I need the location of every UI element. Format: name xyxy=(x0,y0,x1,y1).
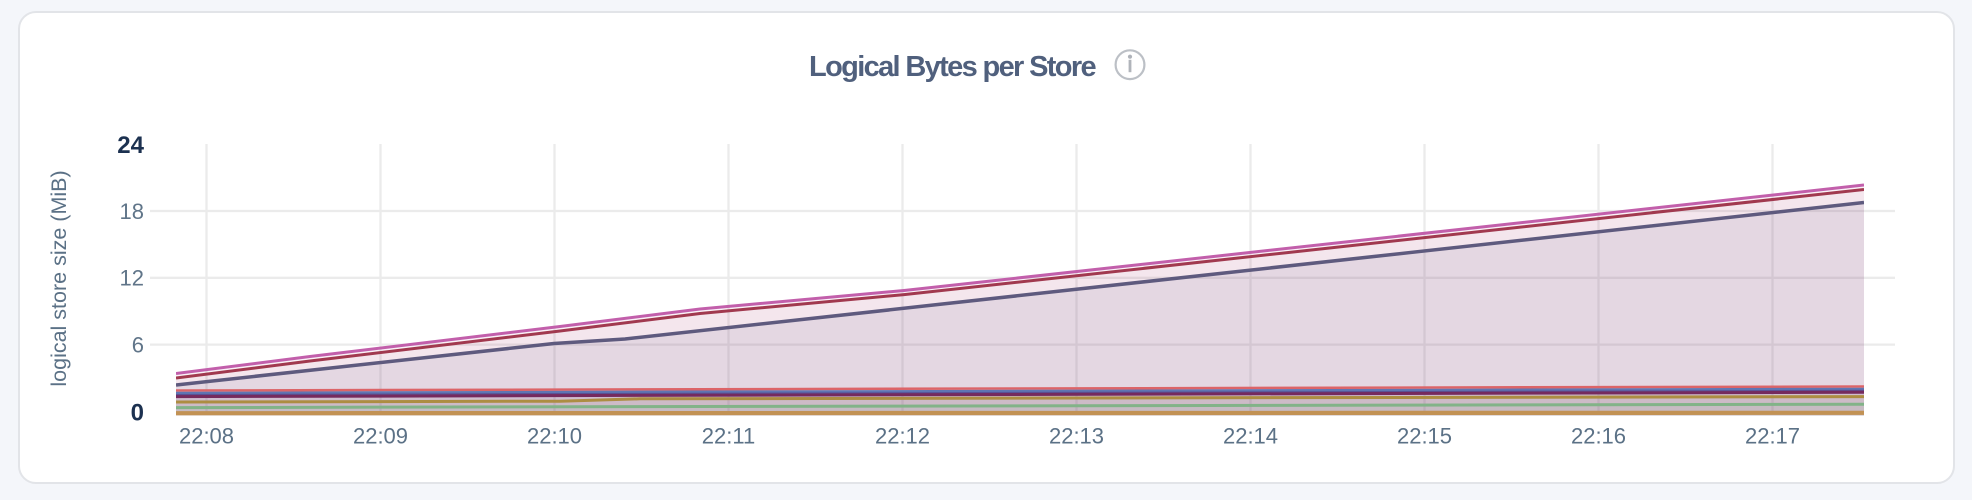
svg-text:0: 0 xyxy=(131,400,144,427)
svg-text:22:17: 22:17 xyxy=(1745,424,1800,449)
svg-text:18: 18 xyxy=(120,199,144,224)
svg-text:12: 12 xyxy=(120,266,144,291)
svg-text:6: 6 xyxy=(132,333,144,358)
svg-text:24: 24 xyxy=(117,132,144,159)
svg-text:22:13: 22:13 xyxy=(1049,424,1104,449)
svg-text:22:09: 22:09 xyxy=(353,424,408,449)
svg-text:22:16: 22:16 xyxy=(1571,424,1626,449)
svg-text:22:12: 22:12 xyxy=(875,424,930,449)
svg-text:22:15: 22:15 xyxy=(1397,424,1452,449)
svg-text:22:08: 22:08 xyxy=(179,424,234,449)
svg-text:22:14: 22:14 xyxy=(1223,424,1278,449)
svg-text:logical store size (MiB): logical store size (MiB) xyxy=(47,170,71,386)
svg-text:22:10: 22:10 xyxy=(527,424,582,449)
svg-text:22:11: 22:11 xyxy=(702,424,755,449)
